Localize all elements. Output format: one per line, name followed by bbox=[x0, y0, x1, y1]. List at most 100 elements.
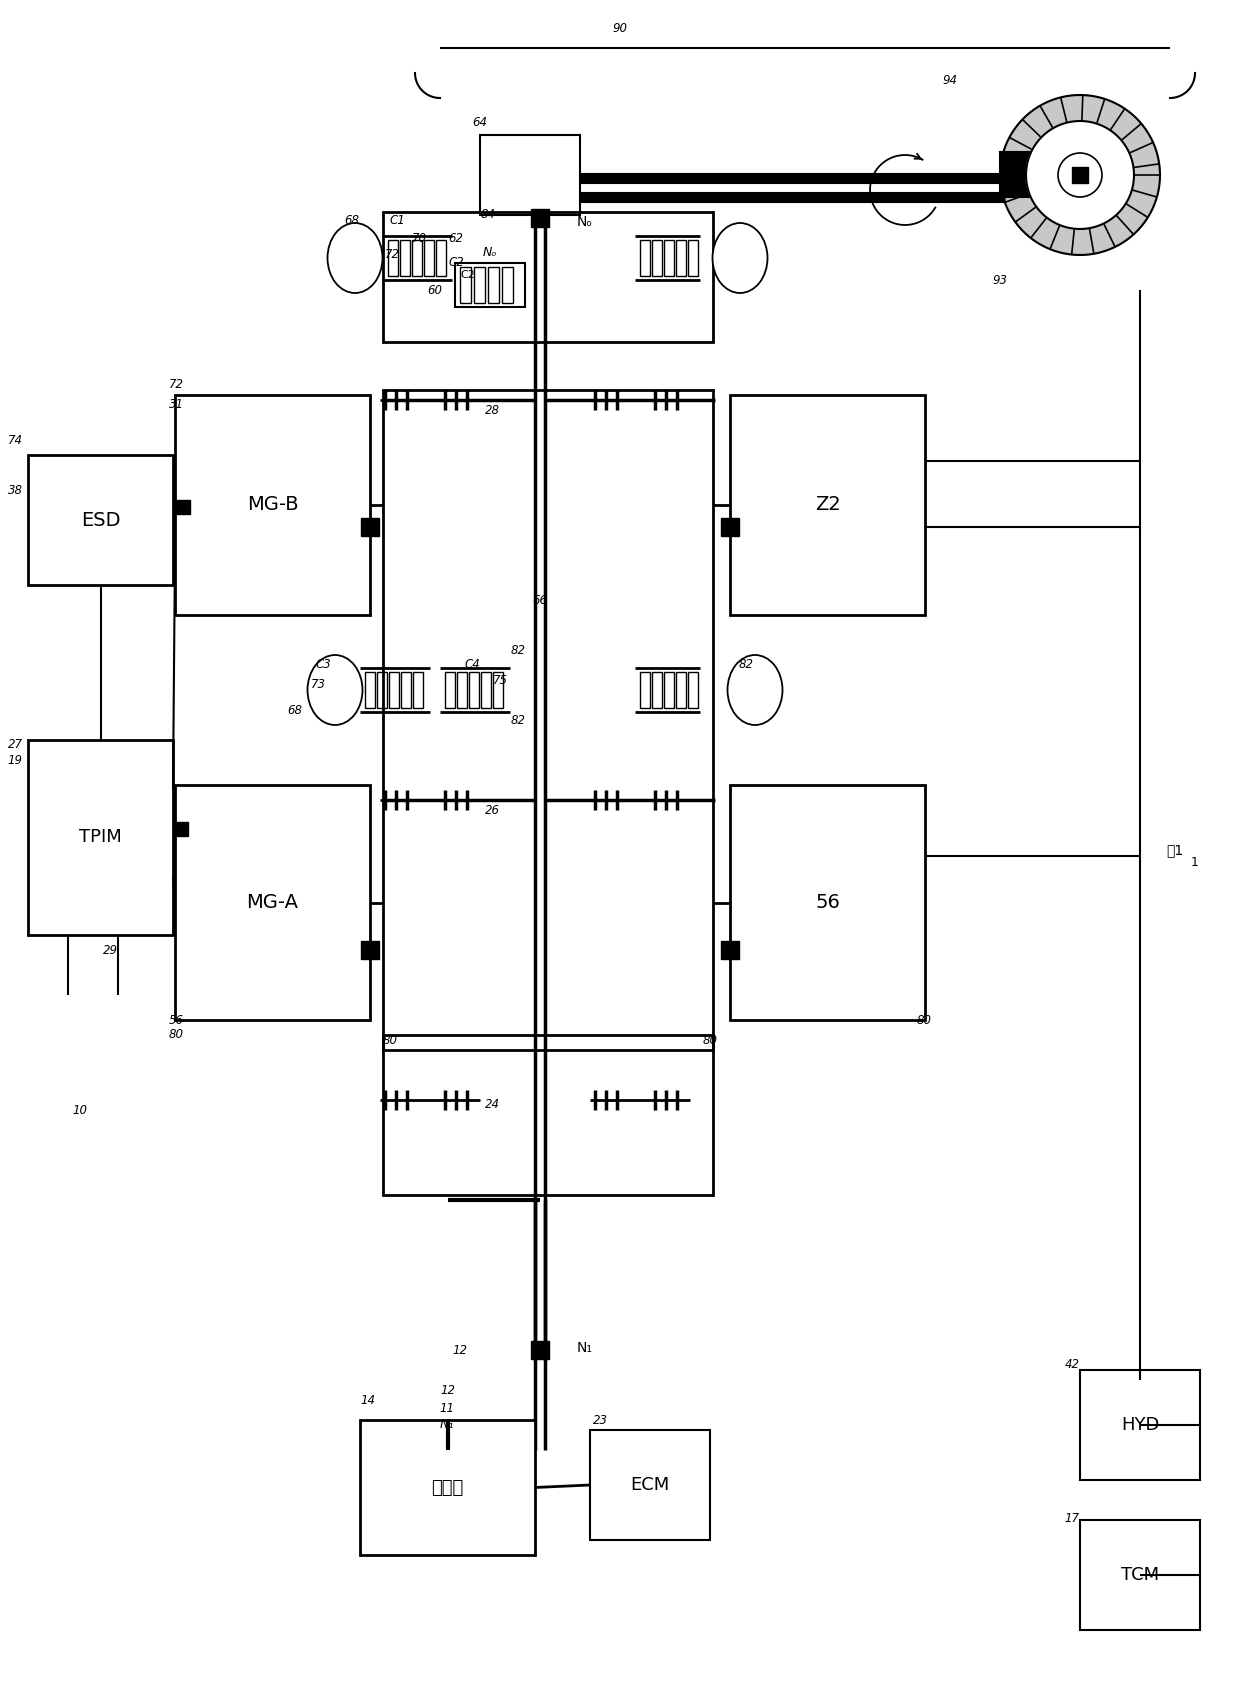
Text: 64: 64 bbox=[472, 116, 487, 128]
Text: 68: 68 bbox=[288, 703, 303, 717]
Text: N₁: N₁ bbox=[440, 1419, 454, 1432]
Text: 发动机: 发动机 bbox=[432, 1478, 464, 1497]
Bar bbox=[688, 240, 698, 276]
Text: 80: 80 bbox=[169, 1029, 184, 1042]
Bar bbox=[640, 240, 650, 276]
Text: HYD: HYD bbox=[1121, 1415, 1159, 1434]
Text: 82: 82 bbox=[739, 659, 754, 671]
Bar bbox=[176, 501, 190, 514]
Text: 84: 84 bbox=[481, 208, 496, 221]
Text: C3: C3 bbox=[315, 659, 331, 671]
Text: 24: 24 bbox=[485, 1098, 500, 1112]
Text: MG-B: MG-B bbox=[247, 496, 299, 514]
Bar bbox=[730, 395, 925, 615]
Text: 11: 11 bbox=[439, 1402, 455, 1415]
Bar bbox=[531, 209, 549, 226]
Bar bbox=[401, 673, 410, 708]
Bar bbox=[29, 455, 174, 586]
Bar bbox=[365, 673, 374, 708]
Text: 28: 28 bbox=[485, 404, 500, 417]
Text: ESD: ESD bbox=[81, 511, 120, 530]
Bar bbox=[1080, 1369, 1200, 1480]
Bar bbox=[445, 673, 455, 708]
Text: C2: C2 bbox=[448, 255, 464, 269]
Polygon shape bbox=[999, 95, 1159, 255]
Text: 70: 70 bbox=[412, 232, 427, 245]
Bar bbox=[1073, 167, 1087, 182]
Ellipse shape bbox=[728, 656, 782, 725]
Text: MG-A: MG-A bbox=[247, 892, 299, 913]
Text: 23: 23 bbox=[593, 1413, 608, 1427]
Text: TPIM: TPIM bbox=[79, 828, 122, 846]
Text: 90: 90 bbox=[613, 22, 627, 34]
Text: Nₒ: Nₒ bbox=[577, 215, 593, 228]
Bar bbox=[361, 940, 379, 959]
Text: 56: 56 bbox=[169, 1013, 184, 1027]
Bar bbox=[413, 673, 423, 708]
Text: Z2: Z2 bbox=[815, 496, 841, 514]
Ellipse shape bbox=[713, 223, 768, 293]
Bar bbox=[175, 785, 370, 1020]
Text: 74: 74 bbox=[7, 434, 22, 446]
Bar bbox=[640, 673, 650, 708]
Bar bbox=[175, 395, 370, 615]
Circle shape bbox=[1058, 153, 1102, 198]
Ellipse shape bbox=[308, 656, 362, 725]
Bar bbox=[720, 518, 739, 536]
Text: 31: 31 bbox=[169, 399, 184, 412]
Text: 12: 12 bbox=[453, 1344, 467, 1357]
Bar bbox=[460, 267, 471, 303]
Bar bbox=[360, 1420, 534, 1555]
Bar bbox=[174, 823, 188, 836]
Text: 72: 72 bbox=[169, 378, 184, 392]
Text: 42: 42 bbox=[1064, 1359, 1080, 1371]
Bar bbox=[494, 673, 503, 708]
Bar bbox=[389, 673, 399, 708]
Bar bbox=[676, 240, 686, 276]
Text: 75: 75 bbox=[492, 673, 507, 686]
Bar bbox=[652, 673, 662, 708]
Bar bbox=[388, 240, 398, 276]
Bar bbox=[999, 152, 1030, 198]
Bar bbox=[1080, 1521, 1200, 1630]
Text: ECM: ECM bbox=[630, 1477, 670, 1494]
Text: 68: 68 bbox=[345, 213, 360, 226]
Bar bbox=[676, 673, 686, 708]
Text: 56: 56 bbox=[815, 892, 839, 913]
Text: 14: 14 bbox=[361, 1393, 376, 1407]
Text: 72: 72 bbox=[384, 249, 399, 262]
Text: 66: 66 bbox=[532, 594, 548, 606]
Bar bbox=[436, 240, 446, 276]
Bar bbox=[663, 240, 675, 276]
Bar bbox=[424, 240, 434, 276]
Text: TCM: TCM bbox=[1121, 1567, 1159, 1584]
Bar bbox=[383, 390, 713, 1051]
Text: 38: 38 bbox=[7, 484, 22, 497]
Text: 27: 27 bbox=[7, 739, 22, 751]
Text: 80: 80 bbox=[703, 1034, 718, 1047]
Bar bbox=[383, 1035, 713, 1196]
Text: 10: 10 bbox=[72, 1104, 88, 1117]
Text: C4: C4 bbox=[464, 659, 480, 671]
Text: 19: 19 bbox=[7, 753, 22, 766]
Bar bbox=[590, 1431, 711, 1540]
Bar bbox=[481, 673, 491, 708]
Bar bbox=[29, 741, 174, 935]
Text: 29: 29 bbox=[103, 943, 118, 957]
Bar bbox=[663, 673, 675, 708]
Bar bbox=[474, 267, 485, 303]
Text: 62: 62 bbox=[449, 232, 464, 245]
Bar bbox=[688, 673, 698, 708]
Text: N₁: N₁ bbox=[577, 1340, 593, 1356]
Text: C1: C1 bbox=[389, 213, 405, 226]
Ellipse shape bbox=[327, 223, 382, 293]
Bar bbox=[502, 267, 513, 303]
Text: 82: 82 bbox=[511, 644, 526, 656]
Bar bbox=[652, 240, 662, 276]
Text: 12: 12 bbox=[440, 1383, 455, 1396]
Text: C2: C2 bbox=[460, 271, 475, 279]
Bar bbox=[1068, 163, 1092, 187]
Text: 1: 1 bbox=[1192, 855, 1199, 869]
Bar bbox=[720, 940, 739, 959]
Bar bbox=[401, 240, 410, 276]
